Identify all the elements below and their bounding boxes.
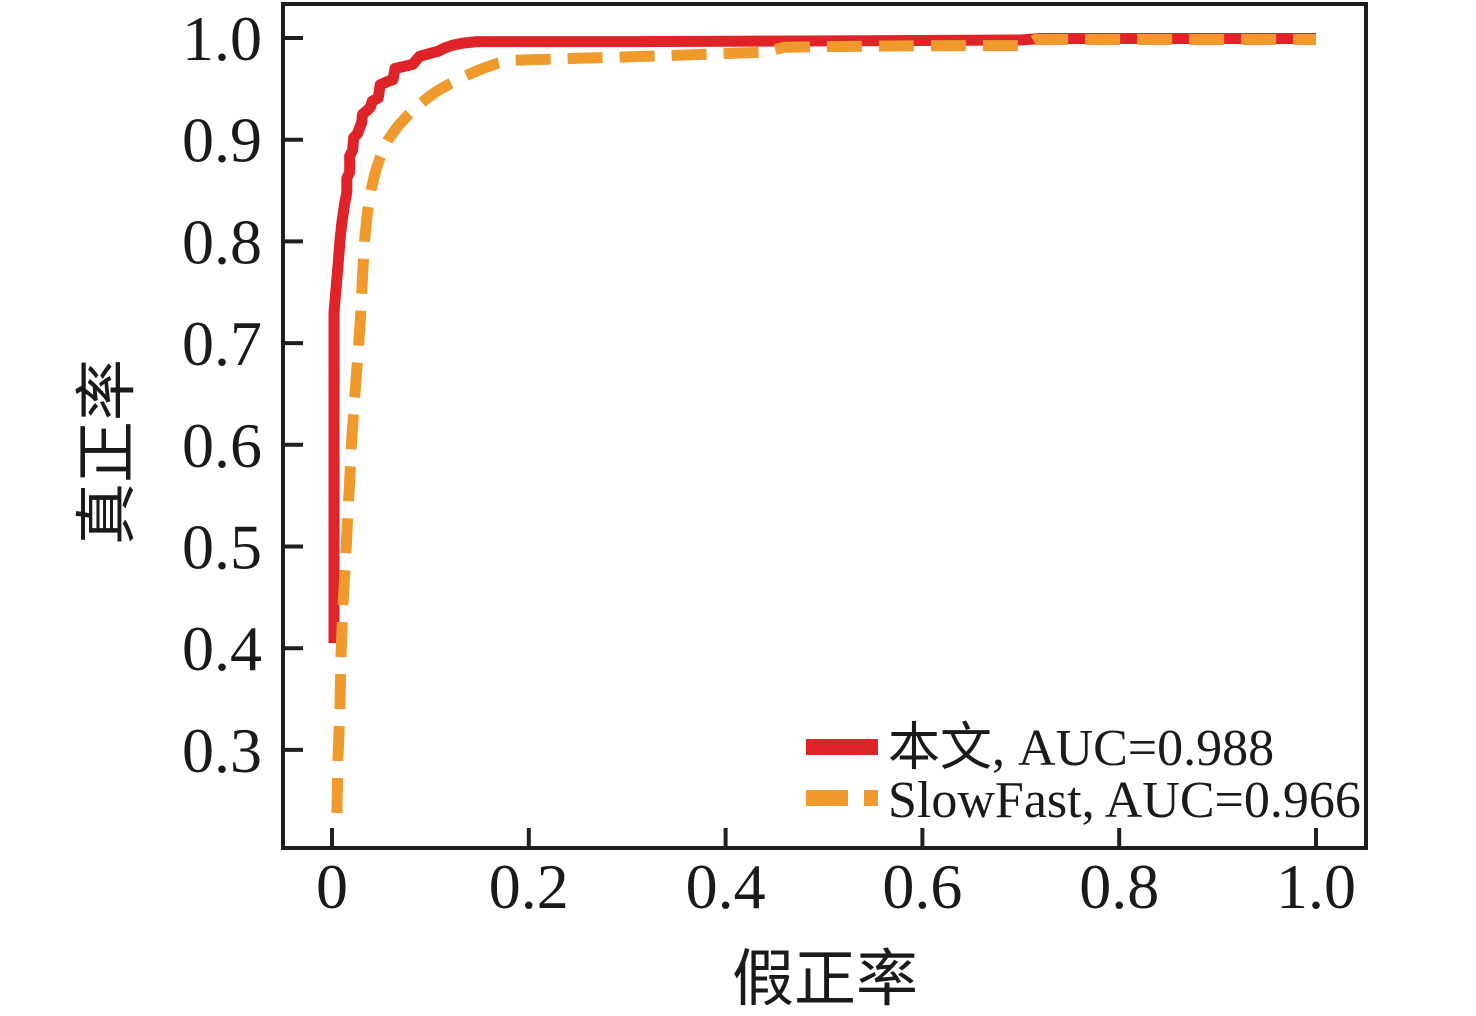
- x-tick-label: 0.6: [882, 851, 962, 922]
- x-tick-label: 0.8: [1079, 851, 1159, 922]
- y-tick-label: 0.7: [182, 308, 262, 379]
- x-axis-tick-labels: 0 0.2 0.4 0.6 0.8 1.0: [316, 851, 1356, 922]
- y-tick-label: 0.4: [182, 613, 262, 684]
- x-tick-label: 0: [316, 851, 348, 922]
- legend: 本文, AUC=0.988 SlowFast, AUC=0.966: [806, 720, 1361, 829]
- legend-label-slowfast: SlowFast, AUC=0.966: [888, 772, 1361, 829]
- x-tick-label: 0.4: [686, 851, 766, 922]
- y-tick-label: 0.8: [182, 206, 262, 277]
- x-tick-label: 1.0: [1276, 851, 1356, 922]
- plot-area-border: [281, 2, 1368, 850]
- x-axis-label: 假正率: [732, 946, 918, 1011]
- y-tick-label: 1.0: [182, 3, 262, 74]
- legend-label-benwen: 本文, AUC=0.988: [888, 720, 1274, 777]
- x-axis-ticks: [330, 828, 1318, 848]
- y-tick-label: 0.3: [182, 715, 262, 786]
- y-axis-tick-labels: 1.0 0.9 0.8 0.7 0.6 0.5 0.4 0.3: [182, 3, 262, 786]
- y-axis-label: 真正率: [74, 359, 142, 545]
- y-tick-label: 0.9: [182, 105, 262, 176]
- y-axis-ticks: [283, 36, 303, 752]
- y-tick-label: 0.5: [182, 512, 262, 583]
- roc-curve-slowfast: [331, 34, 1316, 814]
- roc-curve-benwen: [328, 33, 1316, 644]
- x-tick-label: 0.2: [489, 851, 569, 922]
- y-tick-label: 0.6: [182, 410, 262, 481]
